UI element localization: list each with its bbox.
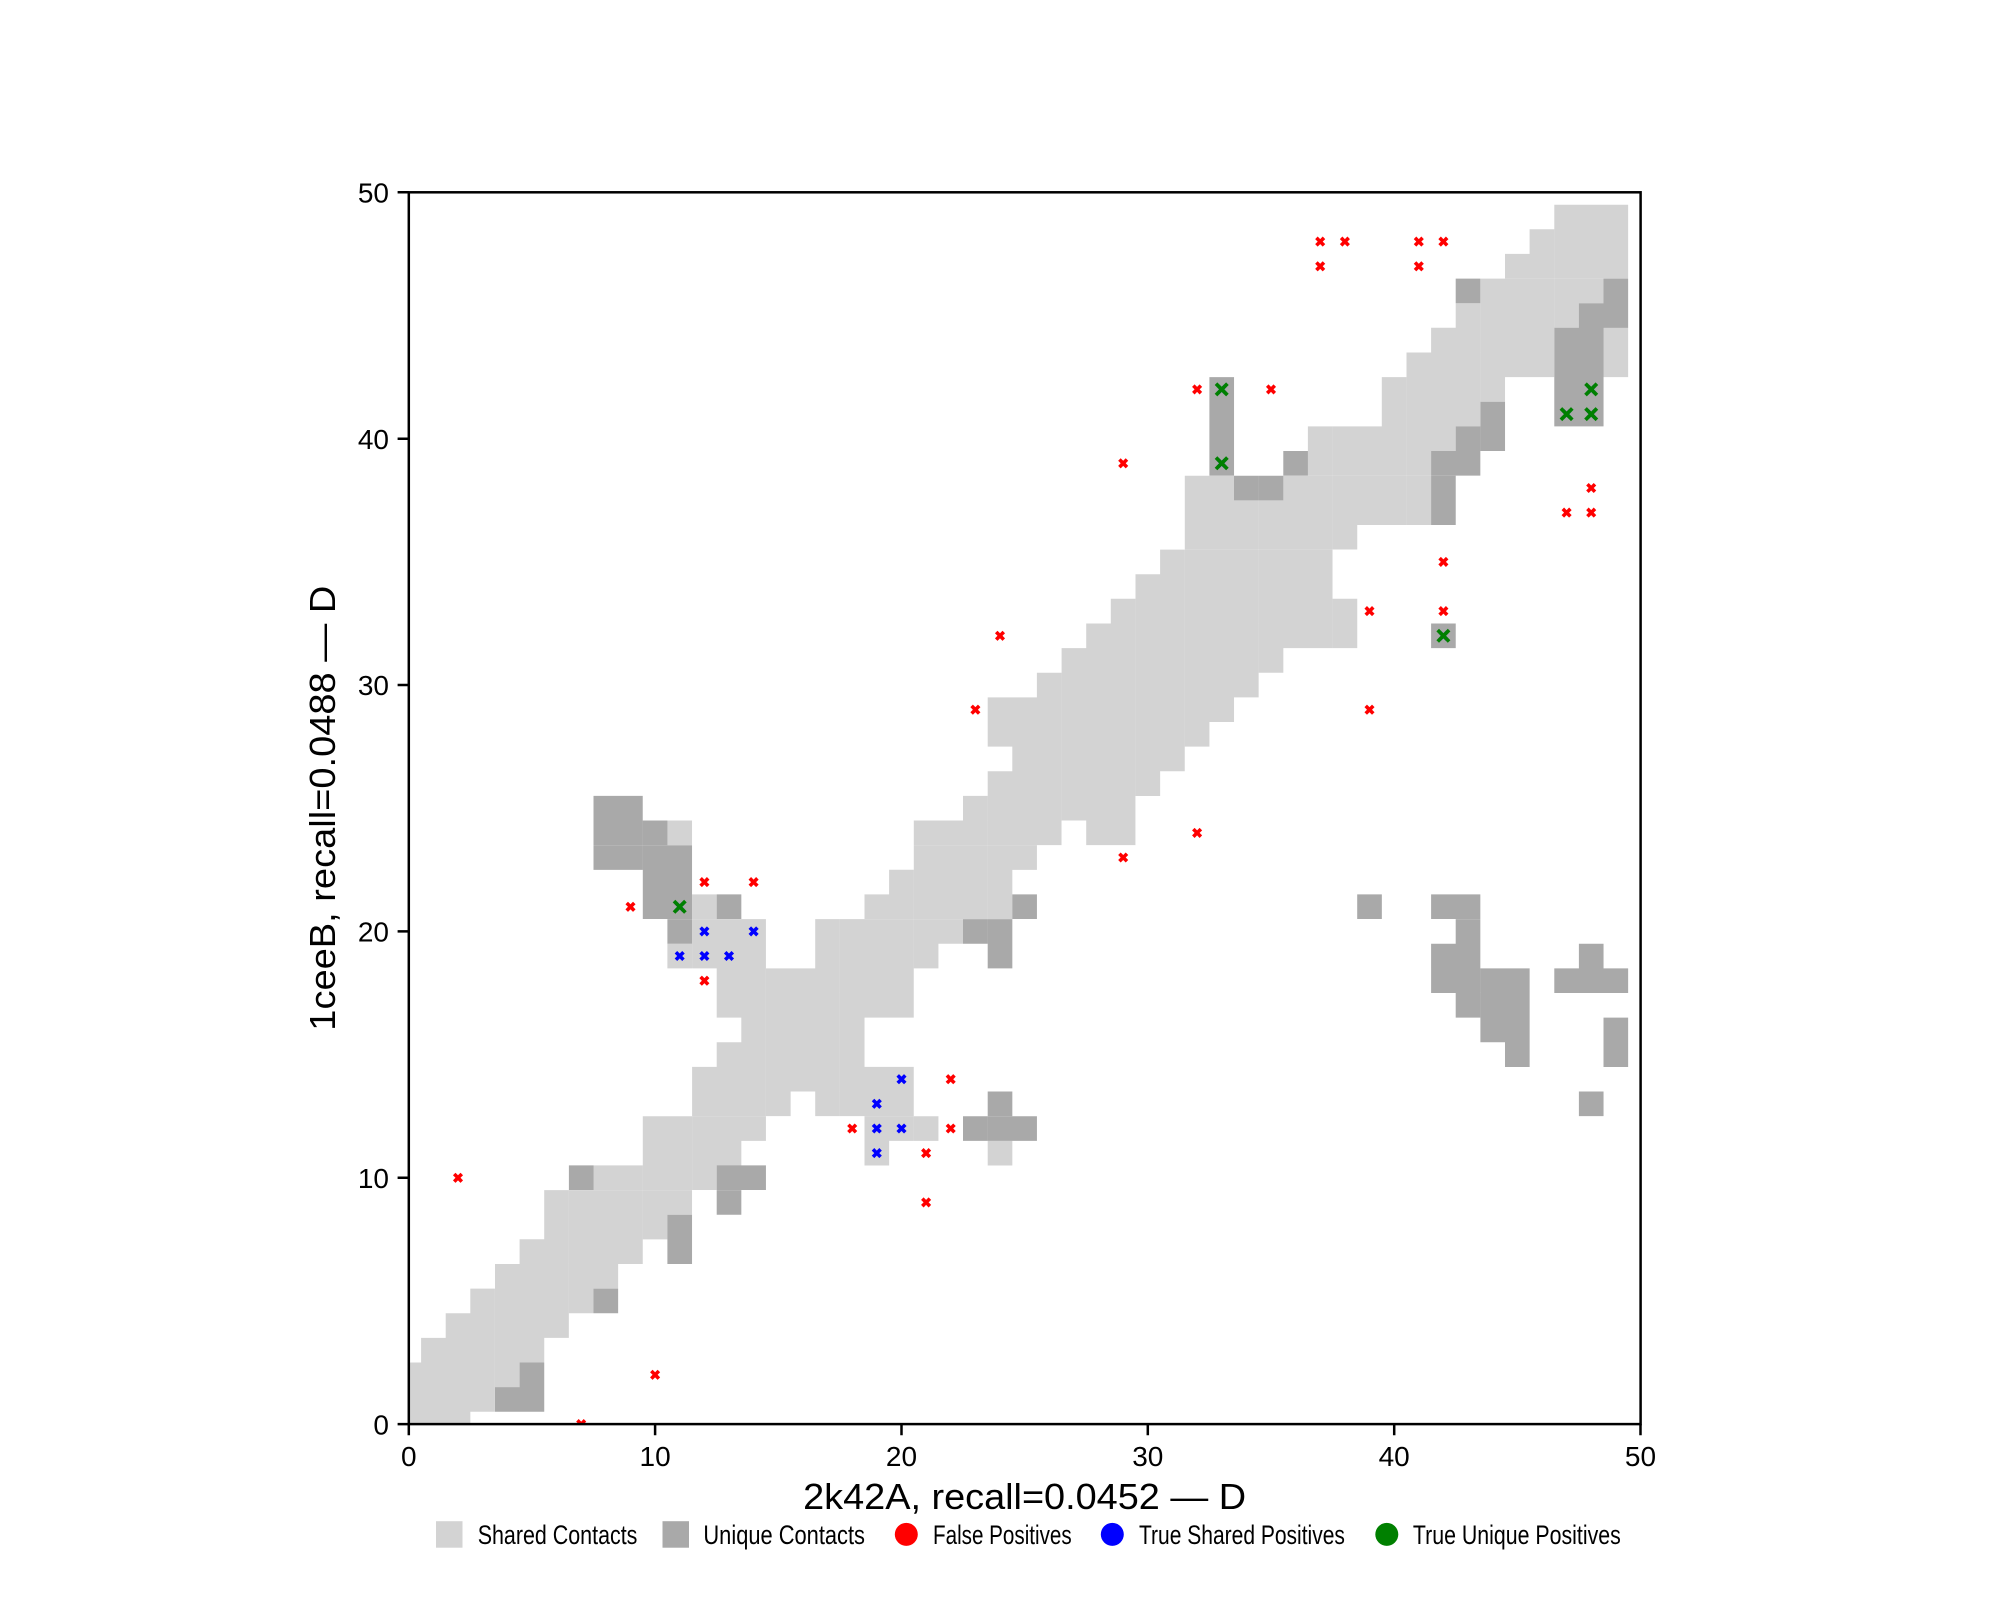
svg-text:Shared Contacts: Shared Contacts <box>478 1520 638 1550</box>
svg-text:10: 10 <box>640 1441 671 1472</box>
svg-text:Unique Contacts: Unique Contacts <box>703 1520 865 1550</box>
svg-text:50: 50 <box>1625 1441 1656 1472</box>
svg-text:1ceeB, recall=0.0488 — D: 1ceeB, recall=0.0488 — D <box>302 586 343 1031</box>
svg-text:20: 20 <box>886 1441 917 1472</box>
svg-text:True Shared Positives: True Shared Positives <box>1139 1520 1345 1550</box>
svg-text:20: 20 <box>358 917 389 948</box>
svg-text:10: 10 <box>358 1163 389 1194</box>
svg-text:0: 0 <box>401 1441 417 1472</box>
svg-text:False Positives: False Positives <box>933 1520 1072 1550</box>
svg-text:30: 30 <box>358 670 389 701</box>
svg-text:2k42A, recall=0.0452 — D: 2k42A, recall=0.0452 — D <box>803 1476 1246 1517</box>
svg-text:30: 30 <box>1132 1441 1163 1472</box>
svg-text:50: 50 <box>358 178 389 209</box>
svg-text:40: 40 <box>1379 1441 1410 1472</box>
svg-text:0: 0 <box>373 1409 389 1440</box>
svg-text:40: 40 <box>358 424 389 455</box>
svg-text:True Unique Positives: True Unique Positives <box>1413 1520 1621 1550</box>
